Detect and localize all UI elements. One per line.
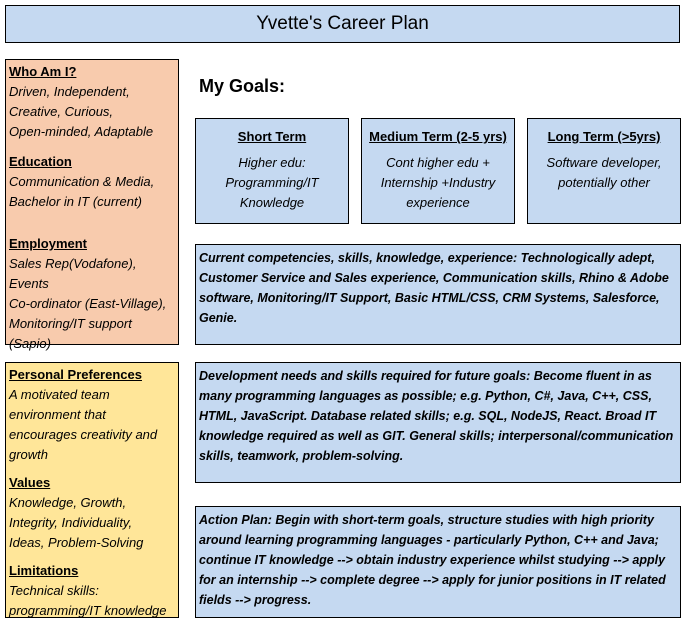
- medium-term-goal-box: Medium Term (2-5 yrs) Cont higher edu + …: [361, 118, 515, 224]
- education-text: Communication & Media, Bachelor in IT (c…: [9, 174, 155, 209]
- who-am-i-text: Driven, Independent, Creative, Curious, …: [9, 84, 154, 139]
- page-title: Yvette's Career Plan: [5, 5, 680, 43]
- goals-heading: My Goals:: [199, 76, 286, 96]
- values-text: Knowledge, Growth, Integrity, Individual…: [9, 495, 144, 550]
- values-heading: Values: [9, 475, 51, 490]
- personal-preferences-text: A motivated team environment that encour…: [9, 387, 158, 462]
- long-term-text: Software developer, potentially other: [546, 155, 662, 190]
- medium-term-heading: Medium Term (2-5 yrs): [369, 129, 507, 144]
- who-am-i-heading: Who Am I?: [9, 64, 77, 79]
- limitations-heading: Limitations: [9, 563, 79, 578]
- medium-term-text: Cont higher edu + Internship +Industry e…: [380, 155, 496, 210]
- competencies-box: Current competencies, skills, knowledge,…: [195, 244, 681, 345]
- limitations-text: Technical skills: programming/IT knowled…: [9, 583, 167, 618]
- long-term-goal-box: Long Term (>5yrs) Software developer, po…: [527, 118, 681, 224]
- education-heading: Education: [9, 154, 72, 169]
- development-needs-box: Development needs and skills required fo…: [195, 362, 681, 483]
- employment-text: Sales Rep(Vodafone), Events Co-ordinator…: [9, 256, 167, 351]
- long-term-heading: Long Term (>5yrs): [547, 129, 661, 144]
- short-term-goal-box: Short Term Higher edu: Programming/IT Kn…: [195, 118, 349, 224]
- personal-preferences-heading: Personal Preferences: [9, 367, 142, 382]
- short-term-text: Higher edu: Programming/IT Knowledge: [225, 155, 319, 210]
- action-plan-box: Action Plan: Begin with short-term goals…: [195, 506, 681, 618]
- employment-heading: Employment: [9, 236, 88, 251]
- profile-panel: Who Am I? Driven, Independent, Creative,…: [5, 59, 179, 351]
- short-term-heading: Short Term: [237, 129, 307, 144]
- preferences-panel: Personal Preferences A motivated team en…: [5, 362, 179, 618]
